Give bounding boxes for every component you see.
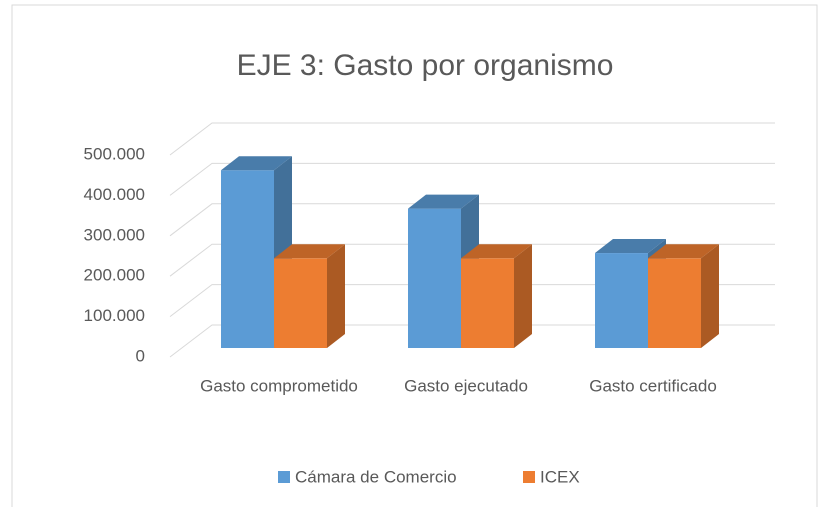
bar — [274, 244, 345, 348]
legend-label: Cámara de Comercio — [295, 467, 457, 486]
grid-line — [169, 203, 775, 237]
bar-front — [221, 170, 274, 348]
bar-front — [595, 253, 648, 348]
bar-front — [274, 258, 327, 348]
y-tick-label: 0 — [136, 346, 145, 365]
x-tick-label: Gasto certificado — [589, 376, 717, 395]
bar-top — [274, 244, 345, 259]
y-tick-label: 500.000 — [84, 144, 145, 163]
legend-swatch — [278, 471, 290, 483]
grid-line — [169, 162, 775, 196]
bar-side — [327, 244, 345, 348]
bar-top — [461, 244, 532, 259]
bar-front — [408, 208, 461, 348]
legend-label: ICEX — [540, 467, 580, 486]
chart-title: EJE 3: Gasto por organismo — [237, 49, 614, 82]
y-tick-label: 300.000 — [84, 225, 145, 244]
y-tick-label: 200.000 — [84, 266, 145, 285]
chart-border — [11, 4, 818, 507]
bar — [648, 244, 719, 348]
bar-side — [514, 244, 532, 348]
bar-top — [595, 239, 666, 254]
grid-line — [169, 284, 775, 317]
bar-side — [701, 244, 719, 348]
grid-line — [169, 243, 775, 277]
legend-swatch — [523, 471, 535, 483]
bar-front — [461, 258, 514, 348]
bar-top — [221, 156, 292, 171]
y-tick-label: 100.000 — [84, 306, 145, 325]
x-tick-label: Gasto ejecutado — [404, 376, 528, 395]
y-tick-label: 400.000 — [84, 185, 145, 204]
grid-line — [169, 122, 775, 156]
bar-front — [648, 258, 701, 348]
bar-top — [408, 194, 479, 209]
x-tick-label: Gasto comprometido — [200, 376, 358, 395]
bar-top — [648, 244, 719, 259]
bar — [461, 244, 532, 348]
grid-line — [169, 324, 775, 358]
